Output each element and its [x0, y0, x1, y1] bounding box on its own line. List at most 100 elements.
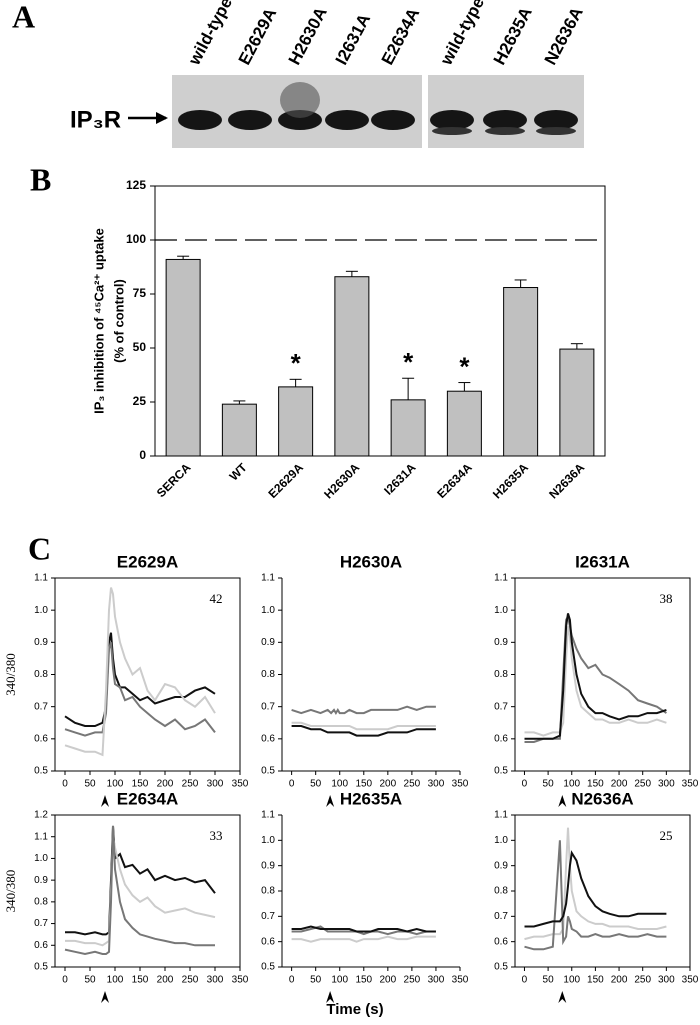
x-tick-label: 300	[428, 975, 445, 986]
x-tick-label: 100	[107, 975, 124, 986]
y-tick-label: 1.0	[34, 605, 48, 616]
x-tick-label: 50	[310, 975, 322, 986]
y-tick-label: 0.8	[494, 669, 508, 680]
trace	[64, 587, 216, 757]
y-tick-label: 1.1	[261, 810, 275, 821]
trace	[291, 725, 436, 737]
trace	[64, 642, 216, 737]
x-tick-label: 50	[543, 975, 555, 986]
y-tick-label: 0.5	[494, 766, 508, 777]
x-axis-label: Time (s)	[326, 1001, 383, 1018]
y-tick-label: 0.7	[494, 911, 508, 922]
x-tick-label: 0	[522, 779, 528, 790]
significance: *	[459, 351, 470, 381]
x-tick-label: 350	[452, 975, 469, 986]
chart-title: E2634A	[117, 789, 178, 808]
blot-band	[536, 127, 576, 135]
stimulus-marker	[558, 795, 567, 807]
blot-band	[432, 127, 472, 135]
plot-frame	[54, 814, 241, 968]
x-tick-label: 250	[404, 975, 421, 986]
y-tick-label: 1.0	[494, 605, 508, 616]
x-tick-label: 250	[404, 779, 421, 790]
x-tick-label: 150	[355, 975, 372, 986]
y-tick-label: 0.7	[34, 701, 48, 712]
x-tick-label: 200	[611, 779, 628, 790]
y-tick-label: 0.5	[261, 962, 275, 973]
trace	[65, 836, 216, 947]
trace	[524, 613, 667, 740]
x-tick-label: 150	[132, 779, 149, 790]
x-tick-label: 0	[62, 779, 68, 790]
chart-title: I2631A	[575, 552, 630, 571]
y-tick-label: 0	[139, 448, 146, 462]
blot-band	[371, 110, 415, 130]
bar	[165, 258, 201, 457]
blot-band	[483, 110, 527, 130]
annotation: 38	[660, 591, 673, 606]
trace	[524, 840, 667, 951]
trace	[291, 705, 436, 716]
bar	[221, 403, 257, 457]
x-tick-label: 100	[563, 779, 580, 790]
trace	[524, 613, 667, 743]
trace	[524, 850, 667, 928]
y-tick-label: 0.5	[261, 766, 275, 777]
band-arrowhead	[156, 112, 168, 124]
x-tick-label: 50	[84, 975, 96, 986]
y-tick-label: 50	[133, 340, 147, 354]
y-tick-label: 0.9	[494, 637, 508, 648]
trace	[524, 626, 667, 737]
x-tick-label: 150	[132, 975, 149, 986]
y-tick-label: 0.8	[261, 669, 275, 680]
stimulus-marker	[101, 991, 109, 1003]
x-tick-label: 300	[207, 779, 224, 790]
y-tick-label: 0.5	[34, 766, 48, 777]
trace	[524, 827, 667, 941]
y-tick-label: 25	[133, 394, 147, 408]
x-tick-label: 200	[611, 975, 628, 986]
annotation: 42	[210, 591, 223, 606]
y-tick-label: 0.9	[261, 637, 275, 648]
annotation: 25	[660, 828, 673, 843]
y-tick-label: 0.8	[494, 886, 508, 897]
x-tick-label: 350	[682, 975, 699, 986]
stimulus-marker	[101, 795, 109, 807]
x-tick-label: 200	[157, 975, 174, 986]
bar	[446, 390, 482, 457]
x-tick-label: 100	[331, 779, 348, 790]
blot-band	[325, 110, 369, 130]
y-tick-label: 0.7	[261, 701, 275, 712]
bar	[334, 276, 370, 457]
panel-label: A	[12, 0, 35, 34]
y-axis-label: 340/380	[3, 653, 18, 696]
trace	[64, 632, 216, 727]
y-tick-label: 0.9	[34, 875, 48, 886]
y-tick-label: 1.1	[261, 573, 275, 584]
x-tick-label: 300	[428, 779, 445, 790]
x-tick-label: 250	[634, 975, 651, 986]
chart-title: H2635A	[340, 789, 402, 808]
x-tick-label: 300	[207, 975, 224, 986]
annotation: 33	[210, 828, 223, 843]
panel-label: B	[30, 161, 51, 197]
y-tick-label: 1.0	[34, 853, 48, 864]
y-tick-label: 75	[133, 286, 147, 300]
y-tick-label: 1.0	[261, 605, 275, 616]
x-tick-label: 0	[289, 779, 295, 790]
x-tick-label: 150	[355, 779, 372, 790]
x-tick-label: 250	[182, 779, 199, 790]
x-tick-label: 350	[232, 779, 249, 790]
x-tick-label: 300	[658, 779, 675, 790]
bar	[503, 287, 539, 457]
trace	[65, 825, 216, 936]
x-tick-label: 150	[587, 779, 604, 790]
y-tick-label: 0.7	[494, 701, 508, 712]
y-tick-label: 1.0	[494, 835, 508, 846]
y-tick-label: 0.8	[34, 896, 48, 907]
y-tick-label: 1.2	[34, 810, 48, 821]
y-tick-label: 0.6	[34, 940, 48, 951]
y-tick-label: 0.7	[34, 918, 48, 929]
x-tick-label: 0	[62, 975, 68, 986]
